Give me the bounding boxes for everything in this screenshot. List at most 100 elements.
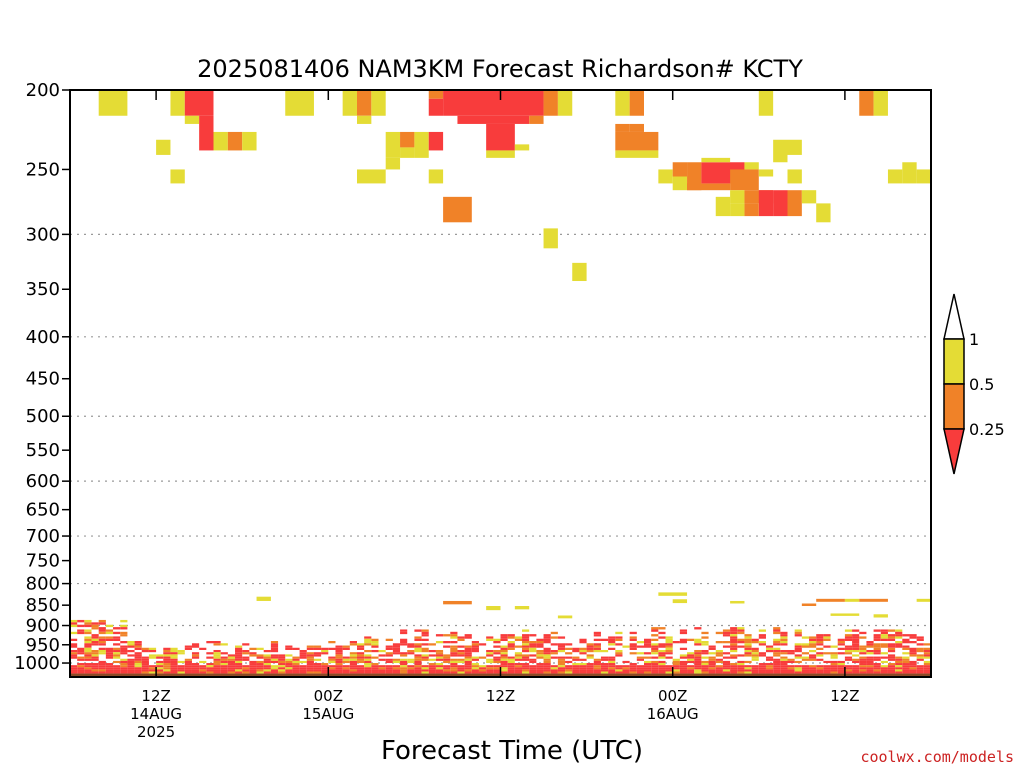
ri-cell	[299, 649, 307, 653]
ri-cell	[450, 634, 458, 637]
ri-cell	[278, 660, 286, 664]
ri-cell	[378, 669, 386, 672]
ri-cell	[615, 649, 623, 653]
ri-cell	[364, 665, 372, 668]
ri-cell	[98, 652, 106, 655]
ri-cell	[421, 647, 429, 650]
ri-cell	[550, 652, 558, 655]
ri-cell	[715, 660, 723, 664]
ri-cell	[665, 652, 673, 655]
y-tick-label: 850	[26, 595, 60, 616]
ri-cell	[730, 667, 738, 670]
ri-cell	[120, 645, 128, 648]
ri-cell	[895, 631, 903, 635]
ri-cell	[242, 665, 250, 668]
ri-cell	[895, 665, 903, 668]
ri-cell	[357, 645, 365, 648]
ri-cell	[357, 115, 372, 124]
ri-cell	[830, 652, 838, 655]
ri-cell	[593, 647, 601, 650]
ri-cell	[543, 654, 551, 657]
ri-cell	[600, 669, 609, 672]
ri-cell	[392, 652, 401, 655]
ri-cell	[213, 671, 221, 674]
ri-cell	[134, 645, 142, 648]
ri-cell	[887, 169, 903, 184]
ri-cell	[615, 643, 623, 646]
ri-cell	[77, 624, 85, 628]
ri-cell	[629, 663, 637, 666]
ri-cell	[816, 654, 824, 657]
ri-cell	[873, 90, 888, 116]
ri-cell	[70, 669, 78, 672]
ri-cell	[263, 669, 271, 672]
ri-cell	[299, 654, 307, 657]
ri-cell	[321, 669, 329, 672]
ri-cell	[77, 658, 85, 661]
ri-cell	[773, 629, 781, 632]
ri-cell	[823, 634, 831, 637]
ri-cell	[170, 652, 178, 655]
ri-cell	[98, 622, 106, 625]
ri-cell	[866, 645, 874, 648]
ri-cell	[141, 671, 149, 674]
ri-cell	[522, 654, 530, 657]
ri-cell	[522, 669, 530, 672]
ri-cell	[163, 649, 171, 653]
ri-cell	[773, 627, 781, 630]
ri-cell	[500, 663, 508, 666]
ri-cell	[227, 660, 236, 664]
ri-cell	[148, 669, 157, 672]
ri-cell	[844, 634, 853, 637]
ri-cell	[77, 669, 85, 672]
ri-cell	[184, 667, 192, 670]
ri-cell	[751, 665, 759, 668]
ri-cell	[909, 652, 917, 655]
ri-cell	[909, 660, 917, 664]
ri-cell	[529, 654, 537, 657]
ri-cell	[550, 671, 558, 674]
ri-cell	[701, 652, 709, 655]
ri-cell	[536, 663, 544, 666]
ri-cell	[500, 647, 508, 650]
ri-cell	[371, 665, 379, 668]
ri-cell	[651, 669, 659, 672]
ri-cell	[256, 671, 264, 674]
ri-cell	[435, 634, 444, 637]
ri-cell	[105, 667, 114, 670]
ri-cell	[156, 656, 164, 659]
ri-cell	[887, 649, 896, 653]
ri-cell	[507, 643, 515, 646]
ri-cell	[493, 645, 501, 648]
ri-cell	[335, 669, 343, 672]
ri-cell	[227, 654, 236, 657]
ri-cell	[471, 669, 479, 672]
ri-cell	[400, 663, 408, 666]
x-axis-label: Forecast Time (UTC)	[381, 736, 643, 766]
ri-cell	[859, 667, 867, 670]
ri-cell	[385, 157, 401, 170]
ri-cell	[270, 643, 279, 646]
ri-cell	[880, 638, 888, 642]
ri-cell	[371, 645, 379, 648]
ri-cell	[170, 669, 178, 672]
ri-cell	[321, 671, 329, 674]
ri-cell	[629, 123, 644, 132]
ri-cell	[572, 665, 580, 668]
ri-cell	[113, 627, 121, 630]
ri-cell	[400, 643, 408, 646]
ri-cell	[120, 641, 128, 644]
ri-cell	[364, 654, 372, 657]
ri-cell	[177, 652, 185, 655]
ri-cell	[170, 654, 178, 657]
ri-cell	[866, 665, 874, 668]
ri-cell	[529, 634, 537, 637]
ri-cell	[134, 654, 142, 657]
ri-cell	[816, 665, 824, 668]
ri-cell	[572, 649, 580, 653]
ri-cell	[715, 671, 723, 674]
ri-cell	[357, 643, 365, 646]
ri-cell	[529, 658, 537, 661]
ri-cell	[658, 665, 666, 668]
ri-cell	[134, 660, 142, 664]
